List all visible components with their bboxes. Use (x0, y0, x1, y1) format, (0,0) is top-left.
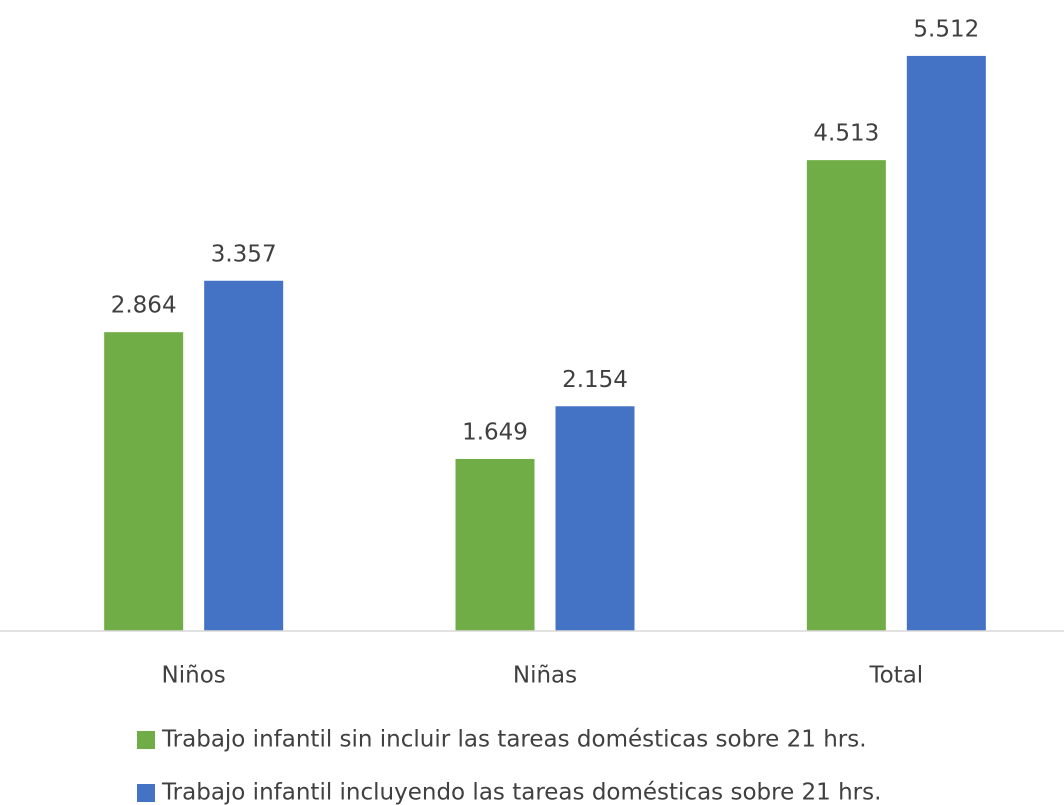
bar (204, 280, 284, 631)
bar (806, 160, 886, 631)
data-label: 2.864 (111, 293, 177, 319)
bar (104, 332, 184, 631)
bar (455, 458, 535, 631)
x-tick-label: Total (868, 663, 923, 689)
data-label: 3.357 (211, 241, 277, 267)
legend-label: Trabajo infantil incluyendo las tareas d… (161, 780, 881, 805)
legend-swatch (137, 784, 155, 802)
legend-label: Trabajo infantil sin incluir las tareas … (161, 727, 867, 753)
x-tick-label: Niñas (513, 663, 577, 689)
data-label: 5.512 (913, 16, 979, 42)
bar (555, 406, 635, 631)
bar (906, 55, 986, 631)
data-label: 1.649 (462, 419, 528, 445)
data-label: 2.154 (562, 367, 628, 393)
legend-swatch (137, 731, 155, 749)
data-label: 4.513 (813, 121, 879, 147)
x-tick-label: Niños (162, 663, 226, 689)
